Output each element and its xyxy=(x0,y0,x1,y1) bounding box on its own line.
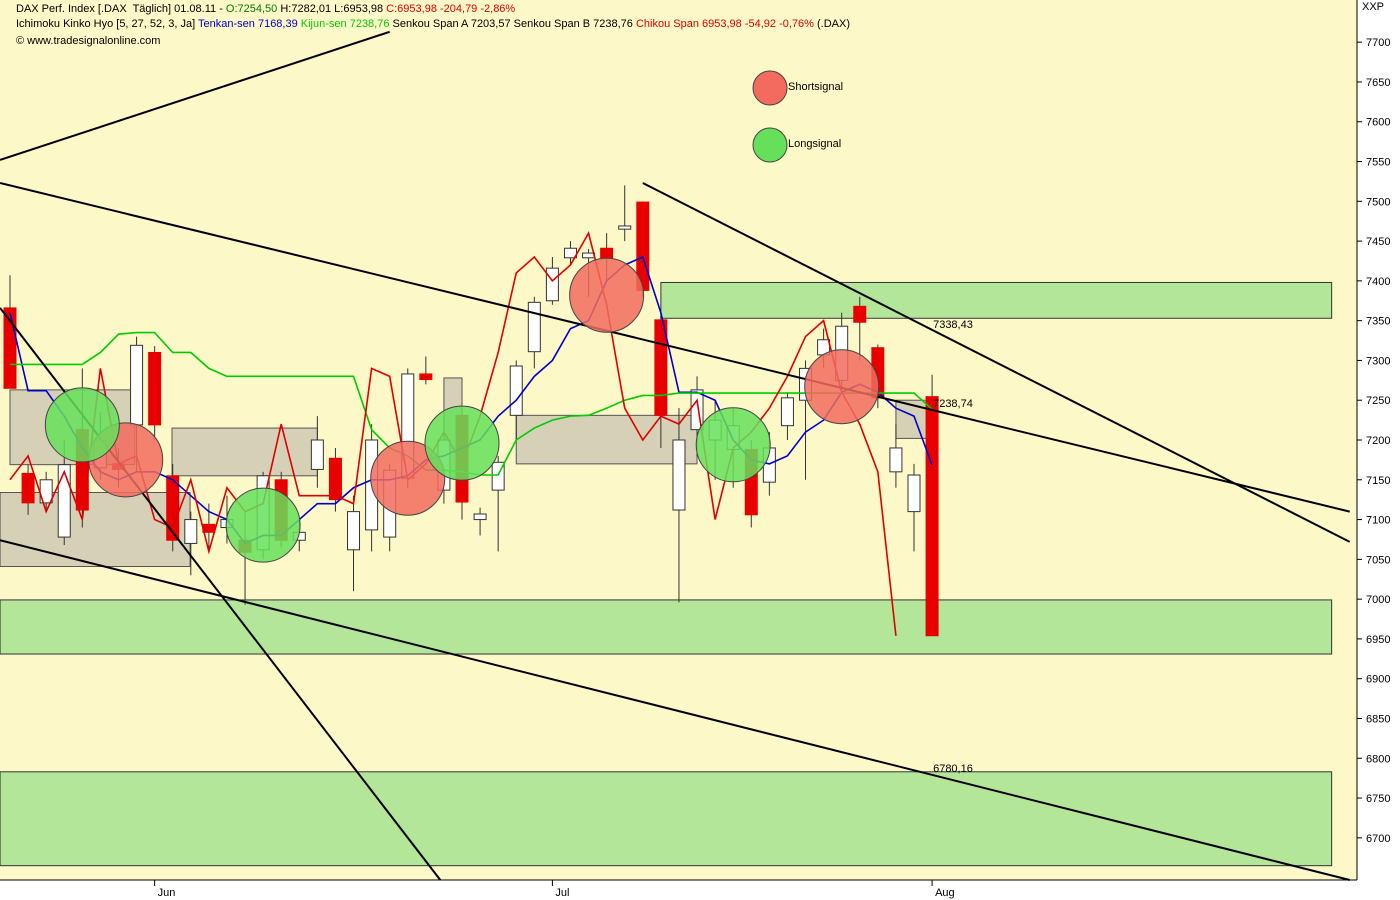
y-tick-label: 7150 xyxy=(1366,475,1390,487)
header-suffix: (.DAX) xyxy=(817,18,850,30)
candle-body xyxy=(853,305,867,323)
trend-line xyxy=(0,182,1350,513)
x-tick-label: Aug xyxy=(935,887,955,899)
y-tick-label: 7050 xyxy=(1366,554,1390,566)
candle-body xyxy=(527,301,541,353)
y-tick-label: 7200 xyxy=(1366,435,1390,447)
candle-body xyxy=(347,511,361,551)
price-label: 7238,74 xyxy=(933,398,973,410)
signal-marker xyxy=(424,405,500,481)
y-tick-label: 6700 xyxy=(1366,833,1390,845)
candle-body xyxy=(907,474,921,513)
candle-body xyxy=(148,351,162,426)
candle-body xyxy=(21,472,35,504)
y-tick-label: 7250 xyxy=(1366,395,1390,407)
legend-marker xyxy=(752,127,788,163)
trend-line xyxy=(0,30,390,161)
candle-body xyxy=(328,457,342,501)
y-tick-label: 6750 xyxy=(1366,793,1390,805)
header-segment: DAX Perf. Index [.DAX Täglich] 01.08.11 … xyxy=(16,3,226,15)
candle-body xyxy=(618,225,632,230)
series-value: 6953,98 -54,92 -0,76% xyxy=(702,18,814,30)
header-line-2: Ichimoku Kinko Hyo [5, 27, 52, 3, Ja] Te… xyxy=(16,18,850,30)
signal-marker xyxy=(44,387,120,463)
legend-label: Shortsignal xyxy=(788,81,843,93)
y-tick-label: 7100 xyxy=(1366,515,1390,527)
range-box xyxy=(0,492,191,568)
zone xyxy=(0,771,1333,867)
x-tick-label: Jul xyxy=(555,887,569,899)
signal-marker xyxy=(569,257,645,333)
y-tick-label: 6850 xyxy=(1366,713,1390,725)
series-name: Chikou Span xyxy=(636,18,699,30)
header-segment: H:7282,01 L:6953,98 xyxy=(277,3,386,15)
y-tick-label: 7600 xyxy=(1366,117,1390,129)
y-tick-label: 7500 xyxy=(1366,196,1390,208)
corner-label: XXP xyxy=(1362,1,1384,13)
legend-label: Longsignal xyxy=(788,138,841,150)
series-name: Tenkan-sen xyxy=(198,18,255,30)
y-tick-label: 6800 xyxy=(1366,753,1390,765)
candle-body xyxy=(780,397,794,427)
candle-body xyxy=(310,439,324,470)
candle-body xyxy=(889,447,903,473)
y-tick-label: 7700 xyxy=(1366,37,1390,49)
candle-body xyxy=(672,439,686,511)
candle-body xyxy=(473,513,487,521)
y-tick-label: 7000 xyxy=(1366,594,1390,606)
indicator-name: Ichimoku Kinko Hyo [5, 27, 52, 3, Ja] xyxy=(16,18,195,30)
copyright: © www.tradesignalonline.com xyxy=(16,35,160,47)
y-tick-label: 6900 xyxy=(1366,674,1390,686)
price-label: 7338,43 xyxy=(933,319,973,331)
signal-marker xyxy=(370,440,446,516)
header-segment: C:6953,98 -204,79 -2,86% xyxy=(386,3,515,15)
candle-body xyxy=(419,373,433,381)
y-tick-label: 7450 xyxy=(1366,236,1390,248)
header-segment: O:7254,50 xyxy=(226,3,277,15)
header-line-1: DAX Perf. Index [.DAX Täglich] 01.08.11 … xyxy=(16,3,515,15)
y-tick-label: 7400 xyxy=(1366,276,1390,288)
candle-body xyxy=(130,344,144,426)
x-tick-label: Jun xyxy=(158,887,176,899)
signal-marker xyxy=(804,349,880,425)
trend-line xyxy=(642,182,1351,543)
range-box xyxy=(515,414,698,465)
y-tick-label: 7300 xyxy=(1366,355,1390,367)
candle-body xyxy=(57,464,71,538)
senkou-values: Senkou Span A 7203,57 Senkou Span B 7238… xyxy=(393,18,633,30)
y-tick-label: 7550 xyxy=(1366,157,1390,169)
candle-body xyxy=(509,365,523,416)
candle-body xyxy=(202,523,216,533)
series-value: 7238,76 xyxy=(350,18,390,30)
y-tick-label: 6950 xyxy=(1366,634,1390,646)
plot-layer: 7338,43 7238,74 6780,16 xyxy=(0,30,1351,881)
zone xyxy=(660,281,1333,319)
candle-body xyxy=(166,475,180,541)
signal-marker xyxy=(225,487,301,563)
candle-body xyxy=(545,267,559,302)
candle-body xyxy=(582,252,596,259)
y-tick-label: 7650 xyxy=(1366,77,1390,89)
range-box xyxy=(895,399,931,439)
trend-line xyxy=(0,539,1350,881)
signal-marker xyxy=(695,407,771,483)
series-name: Kijun-sen xyxy=(301,18,347,30)
price-label: 6780,16 xyxy=(933,763,973,775)
zone xyxy=(0,599,1333,655)
range-box xyxy=(171,427,318,477)
legend-marker xyxy=(752,70,788,106)
candle-body xyxy=(184,519,198,544)
candle-body xyxy=(925,396,939,637)
candle-body xyxy=(600,247,614,259)
series-value: 7168,39 xyxy=(258,18,298,30)
y-tick-label: 7350 xyxy=(1366,316,1390,328)
